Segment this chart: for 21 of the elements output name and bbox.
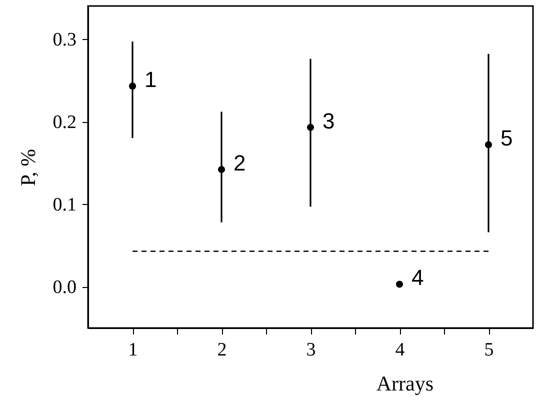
y-tick-label: 0.2 [52,112,76,134]
point [396,280,404,288]
annotation: 1 [144,67,157,92]
annotation: 4 [412,265,424,290]
annotation: 5 [500,126,513,151]
y-axis-title: P, % [16,148,40,186]
y-tick-label: 0.1 [52,194,76,216]
point [306,124,314,131]
x-tick-label: 1 [128,340,138,360]
y-tick-label: 0.0 [52,277,76,298]
point [128,82,136,90]
x-tick-label: 2 [217,340,227,360]
x-axis-title: Arrays [376,372,434,396]
annotation: 2 [234,150,246,176]
x-tick-label: 5 [484,340,494,360]
y-tick-label: 0.3 [52,30,76,51]
annotation: 3 [322,108,335,134]
point [484,141,492,148]
x-tick-label: 3 [306,340,316,360]
x-tick-label: 4 [395,340,406,360]
point [218,166,226,174]
